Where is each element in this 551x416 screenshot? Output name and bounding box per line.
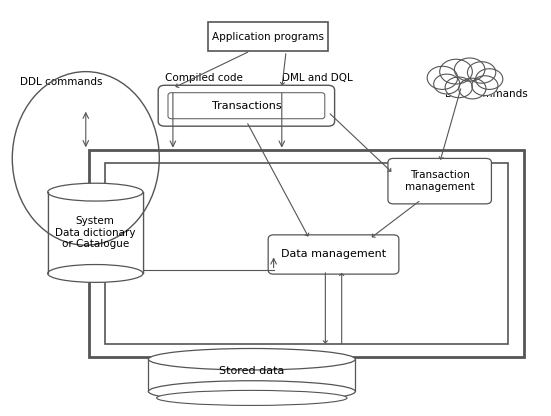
Ellipse shape bbox=[148, 349, 355, 370]
Text: DDL commands: DDL commands bbox=[20, 77, 103, 87]
Text: Data management: Data management bbox=[281, 250, 386, 260]
Bar bbox=[148, 359, 355, 391]
FancyBboxPatch shape bbox=[388, 158, 491, 204]
Ellipse shape bbox=[148, 381, 355, 402]
Bar bbox=[105, 163, 508, 344]
FancyBboxPatch shape bbox=[168, 93, 325, 119]
Circle shape bbox=[455, 58, 485, 81]
Ellipse shape bbox=[48, 183, 143, 201]
Text: DML and DQL: DML and DQL bbox=[282, 73, 353, 83]
FancyBboxPatch shape bbox=[158, 85, 334, 126]
Text: Stored data: Stored data bbox=[219, 366, 284, 376]
Text: Compiled code: Compiled code bbox=[165, 73, 242, 83]
Circle shape bbox=[472, 76, 498, 96]
Text: Transactions: Transactions bbox=[212, 101, 281, 111]
Bar bbox=[208, 22, 328, 51]
Circle shape bbox=[459, 78, 486, 99]
Bar bbox=[89, 150, 524, 357]
Ellipse shape bbox=[156, 390, 347, 406]
Circle shape bbox=[440, 59, 472, 84]
FancyBboxPatch shape bbox=[268, 235, 399, 274]
Ellipse shape bbox=[48, 265, 143, 282]
Text: System
Data dictionary
or Catalogue: System Data dictionary or Catalogue bbox=[55, 216, 136, 250]
Text: Transaction
management: Transaction management bbox=[405, 170, 474, 192]
Circle shape bbox=[434, 74, 460, 94]
Text: Application programs: Application programs bbox=[212, 32, 324, 42]
Bar bbox=[48, 192, 143, 273]
Text: DQL commands: DQL commands bbox=[445, 89, 528, 99]
Circle shape bbox=[476, 69, 503, 89]
Circle shape bbox=[445, 77, 472, 98]
Circle shape bbox=[427, 66, 458, 89]
Circle shape bbox=[467, 62, 496, 83]
